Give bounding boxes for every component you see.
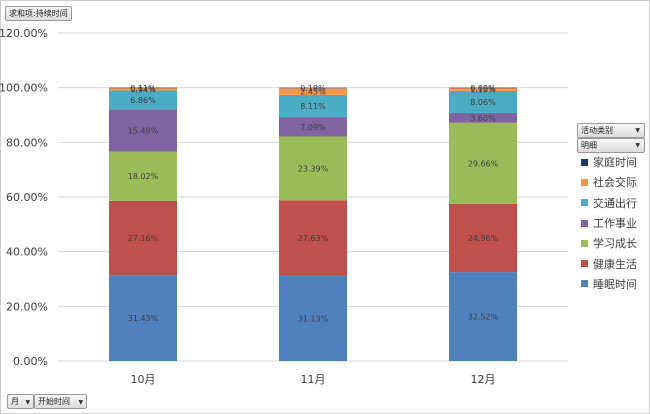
legend-swatch	[581, 178, 588, 186]
bar-segment	[279, 87, 347, 89]
legend-swatch	[581, 158, 588, 166]
bar-segment	[279, 94, 347, 118]
bar-segment	[109, 151, 177, 201]
y-tick-label: 60.00%	[6, 191, 48, 204]
data-label: 2.45%	[300, 88, 326, 97]
legend-item-health[interactable]: 健康生活	[581, 253, 649, 273]
legend-item-work[interactable]: 工作事业	[581, 213, 649, 233]
bar-segment	[449, 203, 517, 273]
legend-item-social[interactable]: 社会交际	[581, 172, 649, 192]
y-tick-label: 120.00%	[0, 27, 48, 40]
y-tick-label: 40.00%	[6, 246, 48, 259]
data-label: 32.52%	[468, 313, 499, 322]
legend-label: 学习成长	[593, 237, 637, 251]
dropdown-arrow-icon[interactable]: ▼	[25, 399, 31, 406]
bar-segment	[279, 88, 347, 95]
bar-segment	[109, 200, 177, 276]
bar-segment	[279, 136, 347, 201]
legend-item-transport[interactable]: 交通出行	[581, 193, 649, 213]
data-label: 23.39%	[298, 164, 329, 173]
legend-item-family[interactable]: 家庭时间	[581, 152, 649, 172]
data-label: 31.43%	[128, 314, 159, 323]
bar-segment	[279, 117, 347, 137]
legend-label: 交通出行	[593, 196, 637, 210]
data-label: 0.94%	[130, 85, 156, 94]
category-field-button[interactable]: 活动类别 ▼	[577, 123, 645, 138]
legend-label: 家庭时间	[593, 156, 637, 170]
legend-item-sleep[interactable]: 睡眠时间	[581, 274, 649, 294]
bar-segment	[449, 87, 517, 89]
legend-swatch	[581, 260, 588, 268]
bar-segment	[279, 200, 347, 276]
bar-segment	[109, 87, 177, 89]
axis-field-label: 月	[11, 397, 19, 406]
y-tick-label: 0.00%	[13, 355, 48, 368]
data-label: 7.09%	[300, 123, 326, 132]
data-label: 27.63%	[298, 234, 329, 243]
y-tick-label: 20.00%	[6, 300, 48, 313]
bar-segment	[449, 272, 517, 361]
value-field-label: 求和项:持续时间	[9, 9, 68, 18]
legend-swatch	[581, 199, 588, 207]
data-label: 24.96%	[468, 234, 499, 243]
data-label: 18.02%	[128, 172, 159, 181]
data-label: 29.66%	[468, 159, 499, 168]
legend-label: 工作事业	[593, 217, 637, 231]
bar-segment	[449, 112, 517, 123]
data-label: 1.10%	[470, 85, 496, 94]
category-field-label: 活动类别	[581, 126, 613, 135]
data-label: 15.48%	[128, 126, 159, 135]
bar-segment	[279, 275, 347, 361]
legend-label: 健康生活	[593, 257, 637, 271]
data-label: 27.16%	[128, 234, 159, 243]
y-tick-label: 100.00%	[0, 82, 48, 95]
value-field-button[interactable]: 求和项:持续时间	[5, 6, 72, 21]
bar-segment	[109, 87, 177, 91]
data-label: 8.06%	[470, 98, 496, 107]
axis-field-button-month[interactable]: 月 ▼	[7, 394, 35, 409]
bar-segment	[449, 87, 517, 91]
data-label: 8.11%	[300, 102, 326, 111]
dropdown-arrow-icon[interactable]: ▼	[635, 127, 640, 134]
x-tick-label: 10月	[131, 373, 156, 386]
bar-segment	[109, 90, 177, 110]
legend-label: 睡眠时间	[593, 277, 637, 291]
data-label: 6.86%	[130, 96, 156, 105]
legend-label: 社会交际	[593, 176, 637, 190]
dropdown-arrow-icon[interactable]: ▼	[635, 142, 640, 149]
detail-field-button[interactable]: 明细 ▼	[577, 138, 645, 153]
y-tick-label: 80.00%	[6, 136, 48, 149]
bar-segment	[109, 275, 177, 361]
legend-swatch	[581, 280, 588, 288]
dropdown-arrow-icon[interactable]: ▼	[78, 399, 84, 406]
data-label: 0.11%	[130, 84, 156, 93]
bar-segment	[449, 122, 517, 204]
data-label: 0.18%	[300, 84, 326, 93]
x-tick-label: 11月	[301, 373, 326, 386]
bar-segment	[449, 90, 517, 113]
legend-item-study[interactable]: 学习成长	[581, 233, 649, 253]
legend-swatch	[581, 219, 588, 227]
axis-field-label: 开始时间	[38, 397, 70, 406]
data-label: 31.13%	[298, 314, 329, 323]
x-tick-label: 12月	[471, 373, 496, 386]
data-label: 0.09%	[470, 84, 496, 93]
detail-field-label: 明细	[581, 141, 597, 150]
legend: 家庭时间 社会交际 交通出行 工作事业 学习成长 健康生活 睡眠时间	[581, 152, 649, 294]
legend-swatch	[581, 239, 588, 247]
bar-segment	[109, 109, 177, 152]
data-label: 3.60%	[470, 114, 496, 123]
axis-field-button-start-time[interactable]: 开始时间 ▼	[34, 394, 88, 409]
